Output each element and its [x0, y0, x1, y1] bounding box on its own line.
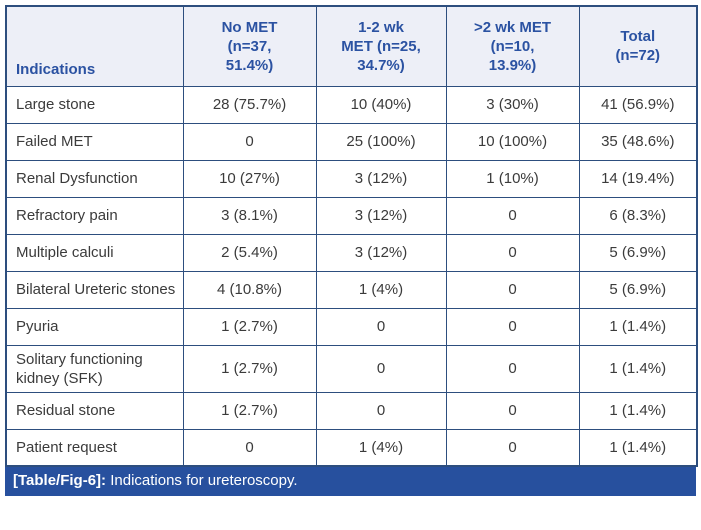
- table-row: Residual stone 1 (2.7%) 0 0 1 (1.4%): [5, 391, 698, 430]
- row-indication-label: Bilateral Ureteric stones: [5, 270, 184, 309]
- row-indication-label: Residual stone: [5, 391, 184, 430]
- cell: 41 (56.9%): [578, 85, 698, 124]
- table-row: Solitary functioning kidney (SFK) 1 (2.7%…: [5, 344, 698, 393]
- cell: 1 (2.7%): [182, 344, 317, 393]
- cell: 0: [315, 307, 447, 346]
- cell: 0: [445, 196, 580, 235]
- cell: 1 (2.7%): [182, 391, 317, 430]
- page: Indications No MET (n=37, 51.4%) 1-2 wk ME…: [5, 5, 698, 496]
- cell: 10 (100%): [445, 122, 580, 161]
- cell: 0: [445, 344, 580, 393]
- cell: 3 (30%): [445, 85, 580, 124]
- table-row: Renal Dysfunction 10 (27%) 3 (12%) 1 (10%) 1…: [5, 159, 698, 198]
- row-indication-label: Refractory pain: [5, 196, 184, 235]
- table-row: Failed MET 0 25 (100%) 10 (100%) 35 (48.6%): [5, 122, 698, 161]
- cell: 10 (40%): [315, 85, 447, 124]
- cell: 0: [445, 391, 580, 430]
- caption-text: Indications for ureteroscopy.: [106, 472, 298, 489]
- row-indication-label: Pyuria: [5, 307, 184, 346]
- table-header-row: Indications No MET (n=37, 51.4%) 1-2 wk ME…: [5, 5, 698, 87]
- cell: 3 (8.1%): [182, 196, 317, 235]
- row-indication-label: Patient request: [5, 428, 184, 467]
- column-header-met-gt-2wk: >2 wk MET (n=10, 13.9%): [445, 5, 580, 87]
- row-indication-label: Solitary functioning kidney (SFK): [5, 344, 184, 393]
- cell: 1 (1.4%): [578, 391, 698, 430]
- column-header-no-met: No MET (n=37, 51.4%): [182, 5, 317, 87]
- row-indication-label: Large stone: [5, 85, 184, 124]
- table-row: Multiple calculi 2 (5.4%) 3 (12%) 0 5 (6.9%): [5, 233, 698, 272]
- table-row: Patient request 0 1 (4%) 0 1 (1.4%): [5, 428, 698, 467]
- table-row: Refractory pain 3 (8.1%) 3 (12%) 0 6 (8.3%): [5, 196, 698, 235]
- column-header-total: Total (n=72): [578, 5, 698, 87]
- cell: 0: [182, 428, 317, 467]
- cell: 35 (48.6%): [578, 122, 698, 161]
- table-caption: [Table/Fig-6]: Indications for ureterosc…: [5, 467, 696, 496]
- cell: 5 (6.9%): [578, 270, 698, 309]
- table-row: Pyuria 1 (2.7%) 0 0 1 (1.4%): [5, 307, 698, 346]
- cell: 3 (12%): [315, 233, 447, 272]
- cell: 1 (4%): [315, 270, 447, 309]
- column-header-met-1-2wk: 1-2 wk MET (n=25, 34.7%): [315, 5, 447, 87]
- row-indication-label: Multiple calculi: [5, 233, 184, 272]
- caption-tag: [Table/Fig-6]:: [13, 472, 107, 489]
- cell: 2 (5.4%): [182, 233, 317, 272]
- cell: 14 (19.4%): [578, 159, 698, 198]
- cell: 25 (100%): [315, 122, 447, 161]
- indications-table: Indications No MET (n=37, 51.4%) 1-2 wk ME…: [5, 5, 698, 467]
- cell: 1 (1.4%): [578, 428, 698, 467]
- cell: 5 (6.9%): [578, 233, 698, 272]
- cell: 1 (4%): [315, 428, 447, 467]
- cell: 3 (12%): [315, 196, 447, 235]
- cell: 4 (10.8%): [182, 270, 317, 309]
- cell: 1 (2.7%): [182, 307, 317, 346]
- table-row: Large stone 28 (75.7%) 10 (40%) 3 (30%) 41 (…: [5, 85, 698, 124]
- cell: 0: [315, 391, 447, 430]
- cell: 0: [445, 428, 580, 467]
- table-row: Bilateral Ureteric stones 4 (10.8%) 1 (4%)…: [5, 270, 698, 309]
- row-indication-label: Failed MET: [5, 122, 184, 161]
- cell: 6 (8.3%): [578, 196, 698, 235]
- cell: 1 (1.4%): [578, 307, 698, 346]
- cell: 1 (10%): [445, 159, 580, 198]
- cell: 0: [315, 344, 447, 393]
- cell: 0: [445, 307, 580, 346]
- row-indication-label: Renal Dysfunction: [5, 159, 184, 198]
- cell: 0: [445, 270, 580, 309]
- cell: 3 (12%): [315, 159, 447, 198]
- cell: 1 (1.4%): [578, 344, 698, 393]
- cell: 28 (75.7%): [182, 85, 317, 124]
- cell: 0: [182, 122, 317, 161]
- cell: 10 (27%): [182, 159, 317, 198]
- cell: 0: [445, 233, 580, 272]
- column-header-indications: Indications: [5, 5, 184, 87]
